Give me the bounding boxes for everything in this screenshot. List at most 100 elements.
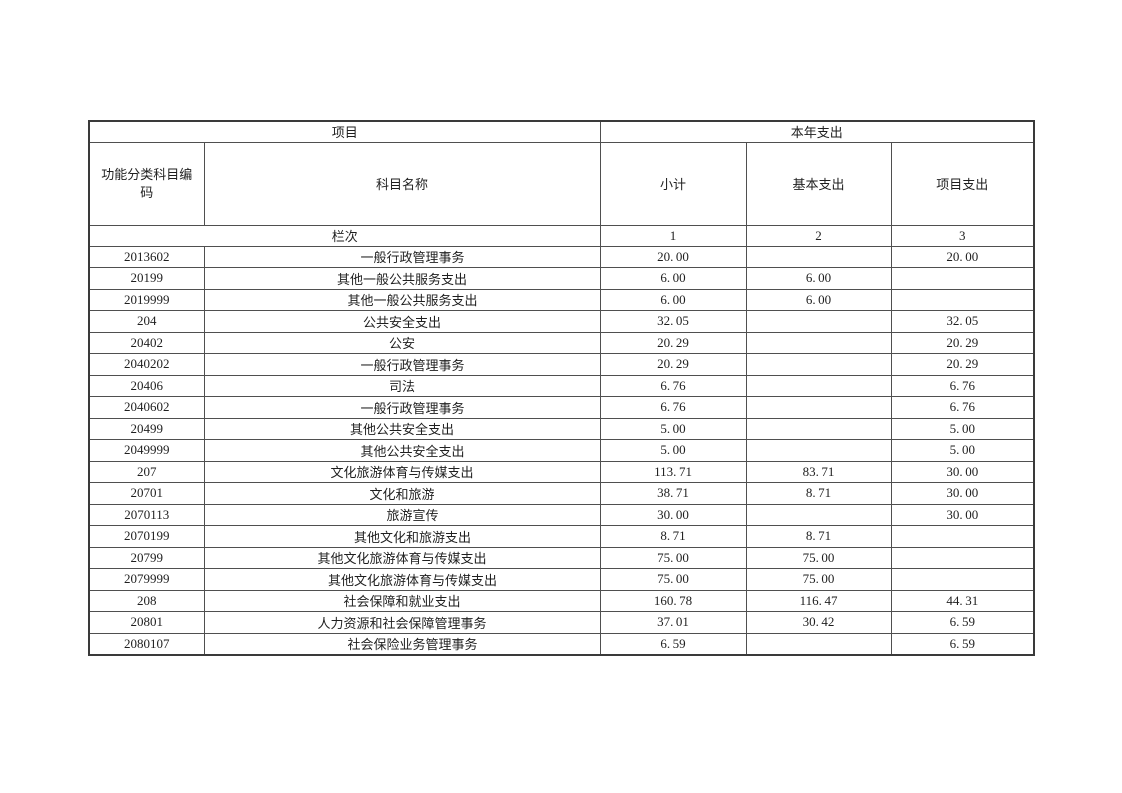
cell-subtotal: 75. 00	[599, 568, 747, 591]
header-function-code: 功能分类科目编码	[88, 141, 205, 226]
table-row: 2070113 旅游宣传 30. 00 30. 00	[88, 503, 1035, 526]
table-row: 2040602 一般行政管理事务 6. 76 6. 76	[88, 396, 1035, 419]
cell-subject-name: 司法	[203, 374, 601, 397]
cell-subtotal: 75. 00	[599, 546, 747, 569]
table-row: 20402 公安 20. 29 20. 29	[88, 331, 1035, 354]
header-project: 项目	[88, 120, 601, 143]
cell-function-code: 20499	[88, 417, 205, 440]
cell-project-expenditure: 30. 00	[890, 503, 1035, 526]
cell-basic-expenditure: 116. 47	[745, 589, 892, 612]
table-body: 2013602 一般行政管理事务 20. 00 20. 00 20199 其他一般公共服务…	[88, 245, 1035, 655]
cell-subtotal: 37. 01	[599, 611, 747, 634]
cell-function-code: 20199	[88, 267, 205, 290]
cell-project-expenditure: 6. 76	[890, 374, 1035, 397]
cell-project-expenditure: 30. 00	[890, 482, 1035, 505]
cell-subtotal: 6. 00	[599, 267, 747, 290]
cell-project-expenditure: 5. 00	[890, 417, 1035, 440]
cell-subtotal: 113. 71	[599, 460, 747, 483]
cell-project-expenditure: 20. 29	[890, 331, 1035, 354]
cell-basic-expenditure: 30. 42	[745, 611, 892, 634]
cell-subject-name: 人力资源和社会保障管理事务	[203, 611, 601, 634]
budget-expenditure-table: 项目 本年支出 功能分类科目编码 科目名称 小计 基本支出 项目支出 栏次 1 …	[88, 120, 1036, 656]
cell-function-code: 2040202	[88, 353, 205, 376]
header-subject-name: 科目名称	[203, 141, 601, 226]
cell-subtotal: 5. 00	[599, 417, 747, 440]
cell-project-expenditure	[890, 546, 1035, 569]
cell-basic-expenditure	[745, 439, 892, 462]
cell-basic-expenditure	[745, 503, 892, 526]
cell-function-code: 2070113	[88, 503, 205, 526]
cell-project-expenditure	[890, 525, 1035, 548]
cell-basic-expenditure	[745, 310, 892, 333]
table-row: 207 文化旅游体育与传媒支出 113. 71 83. 71 30. 00	[88, 460, 1035, 483]
cell-subject-name: 其他文化和旅游支出	[203, 525, 601, 548]
cell-project-expenditure: 6. 59	[890, 632, 1035, 655]
cell-function-code: 20799	[88, 546, 205, 569]
cell-project-expenditure	[890, 288, 1035, 311]
cell-function-code: 204	[88, 310, 205, 333]
table-row: 2013602 一般行政管理事务 20. 00 20. 00	[88, 245, 1035, 268]
table-row: 20499 其他公共安全支出 5. 00 5. 00	[88, 417, 1035, 440]
cell-subject-name: 公安	[203, 331, 601, 354]
cell-function-code: 2080107	[88, 632, 205, 655]
cell-basic-expenditure: 75. 00	[745, 568, 892, 591]
cell-basic-expenditure: 6. 00	[745, 288, 892, 311]
cell-subject-name: 一般行政管理事务	[203, 396, 601, 419]
cell-subject-name: 其他文化旅游体育与传媒支出	[203, 546, 601, 569]
cell-subtotal: 6. 76	[599, 374, 747, 397]
cell-basic-expenditure: 83. 71	[745, 460, 892, 483]
cell-project-expenditure: 44. 31	[890, 589, 1035, 612]
cell-subject-name: 文化旅游体育与传媒支出	[203, 460, 601, 483]
cell-subtotal: 6. 59	[599, 632, 747, 655]
cell-subject-name: 文化和旅游	[203, 482, 601, 505]
cell-basic-expenditure	[745, 353, 892, 376]
cell-project-expenditure: 6. 59	[890, 611, 1035, 634]
cell-subject-name: 其他公共安全支出	[203, 439, 601, 462]
header-subtotal: 小计	[599, 141, 747, 226]
cell-subtotal: 30. 00	[599, 503, 747, 526]
cell-function-code: 20801	[88, 611, 205, 634]
cell-subject-name: 公共安全支出	[203, 310, 601, 333]
cell-basic-expenditure: 75. 00	[745, 546, 892, 569]
cell-subject-name: 社会保险业务管理事务	[203, 632, 601, 655]
header-row-columns: 功能分类科目编码 科目名称 小计 基本支出 项目支出	[88, 141, 1035, 226]
table-row: 20801 人力资源和社会保障管理事务 37. 01 30. 42 6. 59	[88, 611, 1035, 634]
cell-subject-name: 一般行政管理事务	[203, 245, 601, 268]
table-row: 20199 其他一般公共服务支出 6. 00 6. 00	[88, 267, 1035, 290]
cell-basic-expenditure: 8. 71	[745, 482, 892, 505]
cell-subtotal: 8. 71	[599, 525, 747, 548]
cell-project-expenditure: 6. 76	[890, 396, 1035, 419]
cell-subtotal: 6. 00	[599, 288, 747, 311]
cell-subject-name: 其他文化旅游体育与传媒支出	[203, 568, 601, 591]
cell-function-code: 2070199	[88, 525, 205, 548]
header-project-expenditure: 项目支出	[890, 141, 1035, 226]
table-row: 2019999 其他一般公共服务支出 6. 00 6. 00	[88, 288, 1035, 311]
cell-project-expenditure: 5. 00	[890, 439, 1035, 462]
cell-function-code: 20701	[88, 482, 205, 505]
cell-subject-name: 其他公共安全支出	[203, 417, 601, 440]
cell-project-expenditure: 20. 29	[890, 353, 1035, 376]
cell-project-expenditure: 32. 05	[890, 310, 1035, 333]
cell-function-code: 20402	[88, 331, 205, 354]
table-row: 20799 其他文化旅游体育与传媒支出 75. 00 75. 00	[88, 546, 1035, 569]
cell-basic-expenditure: 8. 71	[745, 525, 892, 548]
cell-subtotal: 6. 76	[599, 396, 747, 419]
table-row: 20701 文化和旅游 38. 71 8. 71 30. 00	[88, 482, 1035, 505]
table-row: 20406 司法 6. 76 6. 76	[88, 374, 1035, 397]
cell-project-expenditure	[890, 267, 1035, 290]
header-row-group: 项目 本年支出	[88, 120, 1035, 143]
header-function-code-label: 功能分类科目编码	[101, 166, 193, 200]
cell-subtotal: 38. 71	[599, 482, 747, 505]
cell-basic-expenditure	[745, 245, 892, 268]
header-column-index-1: 1	[599, 224, 747, 247]
cell-subject-name: 社会保障和就业支出	[203, 589, 601, 612]
cell-basic-expenditure	[745, 396, 892, 419]
cell-basic-expenditure	[745, 632, 892, 655]
cell-subtotal: 20. 00	[599, 245, 747, 268]
header-current-year-expenditure: 本年支出	[599, 120, 1035, 143]
cell-subtotal: 160. 78	[599, 589, 747, 612]
cell-project-expenditure: 20. 00	[890, 245, 1035, 268]
cell-function-code: 208	[88, 589, 205, 612]
cell-subject-name: 其他一般公共服务支出	[203, 288, 601, 311]
